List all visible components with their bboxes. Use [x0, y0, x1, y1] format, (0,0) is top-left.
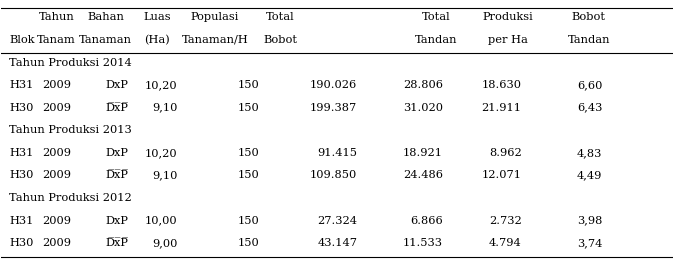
Text: Bobot: Bobot — [572, 13, 606, 23]
Text: 150: 150 — [237, 148, 259, 158]
Text: 150: 150 — [237, 170, 259, 180]
Text: 28.806: 28.806 — [403, 80, 443, 90]
Text: 150: 150 — [237, 215, 259, 225]
Text: 2009: 2009 — [42, 103, 71, 113]
Text: D̅x̅P̅: D̅x̅P̅ — [105, 103, 128, 113]
Text: 12.071: 12.071 — [482, 170, 522, 180]
Text: 6.866: 6.866 — [410, 215, 443, 225]
Text: Total: Total — [422, 13, 451, 23]
Text: 109.850: 109.850 — [310, 170, 357, 180]
Text: 9,00: 9,00 — [152, 238, 177, 248]
Text: 199.387: 199.387 — [310, 103, 357, 113]
Text: 2.732: 2.732 — [489, 215, 522, 225]
Text: 4,83: 4,83 — [577, 148, 602, 158]
Text: Produksi: Produksi — [483, 13, 534, 23]
Text: 150: 150 — [237, 238, 259, 248]
Text: D̅x̅P̅: D̅x̅P̅ — [105, 170, 128, 180]
Text: 2009: 2009 — [42, 215, 71, 225]
Text: DxP: DxP — [105, 80, 128, 90]
Text: Tanam: Tanam — [37, 35, 75, 45]
Text: Tahun Produksi 2012: Tahun Produksi 2012 — [9, 193, 132, 203]
Text: DxP: DxP — [105, 148, 128, 158]
Text: DxP: DxP — [105, 215, 128, 225]
Text: Bobot: Bobot — [263, 35, 297, 45]
Text: H31: H31 — [9, 80, 34, 90]
Text: H30: H30 — [9, 238, 34, 248]
Text: D̅x̅P̅: D̅x̅P̅ — [105, 238, 128, 248]
Text: 2009: 2009 — [42, 80, 71, 90]
Text: H31: H31 — [9, 215, 34, 225]
Text: H30: H30 — [9, 170, 34, 180]
Text: Tanaman: Tanaman — [79, 35, 132, 45]
Text: Tahun Produksi 2014: Tahun Produksi 2014 — [9, 58, 132, 68]
Text: Tahun Produksi 2013: Tahun Produksi 2013 — [9, 125, 132, 135]
Text: 150: 150 — [237, 80, 259, 90]
Text: 2009: 2009 — [42, 238, 71, 248]
Text: 6,43: 6,43 — [577, 103, 602, 113]
Text: 2009: 2009 — [42, 148, 71, 158]
Text: 9,10: 9,10 — [152, 103, 177, 113]
Text: 11.533: 11.533 — [403, 238, 443, 248]
Text: 10,20: 10,20 — [145, 148, 177, 158]
Text: per Ha: per Ha — [488, 35, 528, 45]
Text: 3,98: 3,98 — [577, 215, 602, 225]
Text: 27.324: 27.324 — [317, 215, 357, 225]
Text: 150: 150 — [237, 103, 259, 113]
Text: 91.415: 91.415 — [317, 148, 357, 158]
Text: 3,74: 3,74 — [577, 238, 602, 248]
Text: 10,00: 10,00 — [145, 215, 177, 225]
Text: Tandan: Tandan — [568, 35, 610, 45]
Text: 2009: 2009 — [42, 170, 71, 180]
Text: 18.921: 18.921 — [403, 148, 443, 158]
Text: 4,49: 4,49 — [577, 170, 602, 180]
Text: Total: Total — [266, 13, 295, 23]
Text: 9,10: 9,10 — [152, 170, 177, 180]
Text: Tahun: Tahun — [38, 13, 74, 23]
Text: 6,60: 6,60 — [577, 80, 602, 90]
Text: Populasi: Populasi — [191, 13, 239, 23]
Text: 18.630: 18.630 — [482, 80, 522, 90]
Text: (Ha): (Ha) — [144, 35, 170, 45]
Text: 31.020: 31.020 — [403, 103, 443, 113]
Text: 190.026: 190.026 — [310, 80, 357, 90]
Text: Blok: Blok — [9, 35, 35, 45]
Text: 21.911: 21.911 — [482, 103, 522, 113]
Text: Tandan: Tandan — [415, 35, 458, 45]
Text: Tanaman/H: Tanaman/H — [181, 35, 248, 45]
Text: H30: H30 — [9, 103, 34, 113]
Text: 4.794: 4.794 — [489, 238, 522, 248]
Text: H31: H31 — [9, 148, 34, 158]
Text: 10,20: 10,20 — [145, 80, 177, 90]
Text: Bahan: Bahan — [87, 13, 124, 23]
Text: 24.486: 24.486 — [403, 170, 443, 180]
Text: 43.147: 43.147 — [317, 238, 357, 248]
Text: Luas: Luas — [144, 13, 171, 23]
Text: 8.962: 8.962 — [489, 148, 522, 158]
